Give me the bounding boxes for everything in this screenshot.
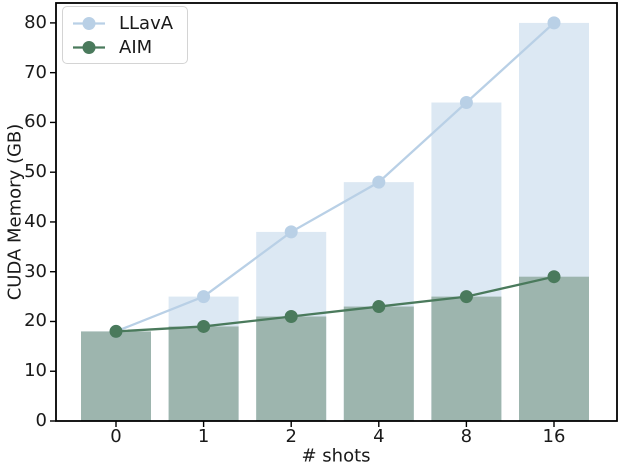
- bar-aim-16: [519, 276, 589, 421]
- y-tick-label: 60: [24, 111, 47, 133]
- bar-aim-8: [431, 296, 502, 421]
- bar-aim-1: [168, 326, 239, 421]
- marker-llava-8: [459, 96, 473, 110]
- legend-label-aim: AIM: [119, 36, 153, 58]
- x-tick-label: 4: [373, 426, 385, 447]
- line-llava: [115, 22, 555, 333]
- x-tick-label: 0: [110, 426, 122, 447]
- marker-aim-8: [459, 290, 473, 304]
- x-tick-label: 1: [197, 426, 210, 447]
- y-tick-label: 20: [24, 310, 47, 332]
- legend-item-aim: AIM: [72, 36, 173, 58]
- x-tick-label: 8: [460, 426, 473, 447]
- marker-llava-2: [284, 225, 298, 239]
- aim-legend-swatch: [73, 40, 105, 54]
- x-axis-title: # shots: [301, 445, 371, 467]
- y-tick-label: 0: [35, 410, 47, 431]
- x-tick-label: 2: [285, 426, 297, 447]
- bar-aim-2: [256, 316, 327, 421]
- aim-legend-marker: [82, 40, 96, 54]
- marker-llava-16: [547, 16, 561, 30]
- marker-aim-0: [109, 324, 123, 338]
- marker-aim-16: [547, 270, 561, 284]
- legend: LLavA AIM: [62, 6, 189, 64]
- x-tick-label: 16: [542, 426, 566, 447]
- legend-label-llava: LLavA: [119, 12, 174, 34]
- marker-aim-1: [197, 319, 211, 333]
- line-aim: [115, 275, 555, 333]
- marker-llava-1: [197, 290, 211, 304]
- llava-legend-marker: [82, 16, 96, 30]
- marker-aim-4: [372, 300, 386, 314]
- marker-aim-2: [284, 310, 298, 323]
- legend-item-llava: LLavA: [72, 12, 173, 34]
- y-tick-label: 50: [24, 161, 47, 183]
- bar-aim-0: [81, 331, 151, 421]
- llava-legend-swatch: [73, 16, 105, 30]
- y-tick-label: 80: [24, 11, 47, 33]
- y-tick-label: 10: [24, 360, 47, 382]
- axes-frame: [55, 2, 618, 422]
- y-tick-label: 40: [24, 210, 47, 232]
- bar-aim-4: [343, 306, 414, 421]
- marker-llava-4: [372, 175, 386, 189]
- y-tick-label: 70: [24, 61, 47, 83]
- y-tick-label: 30: [24, 260, 47, 282]
